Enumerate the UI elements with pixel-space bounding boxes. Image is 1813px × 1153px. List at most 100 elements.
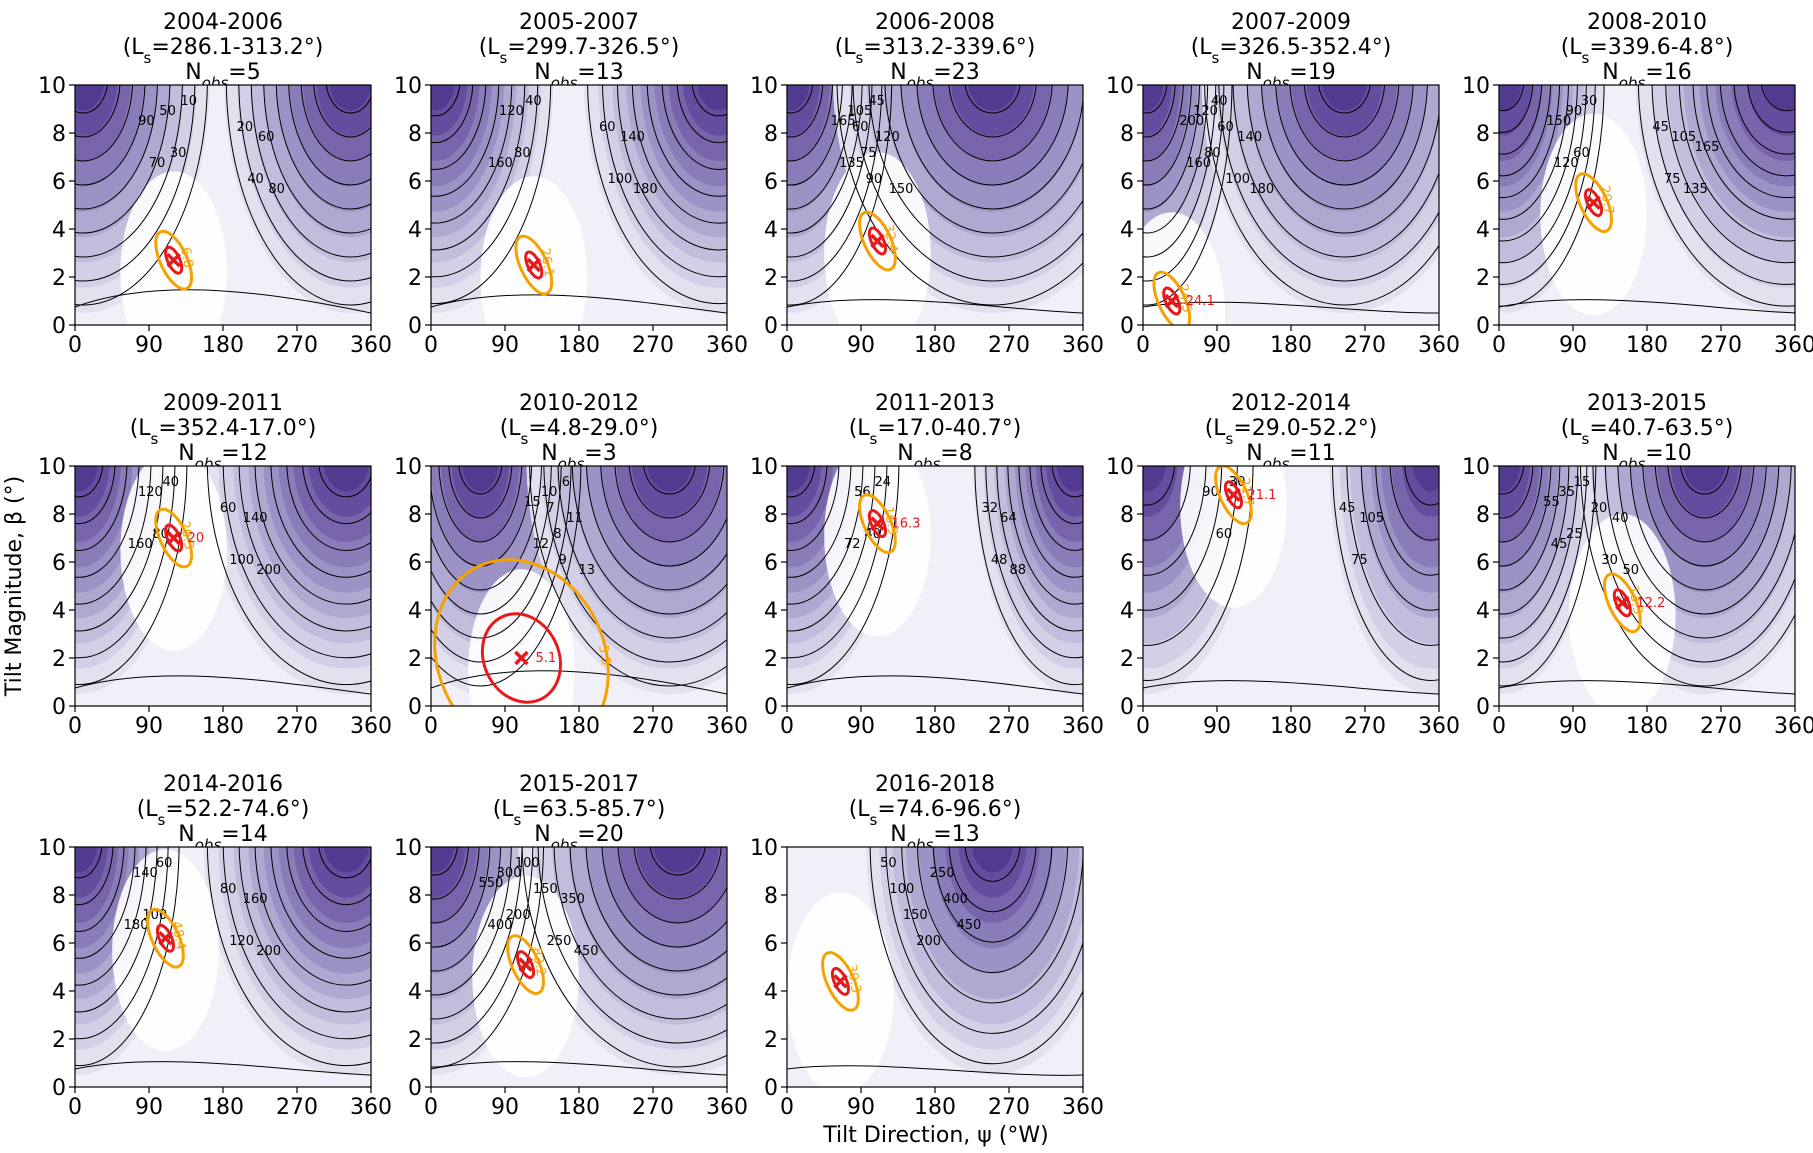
x-tick-label: 0 (68, 333, 82, 358)
x-tick-label: 270 (1700, 714, 1742, 739)
filled-level (697, 85, 727, 111)
contour-line (585, 847, 727, 972)
contour-label: 80 (1204, 146, 1221, 161)
contour-line (431, 847, 491, 948)
contour-label: 6 (562, 475, 570, 490)
contour-line (1143, 466, 1223, 611)
y-axis-label: Tilt Magnitude, β (°) (2, 476, 27, 697)
y-tick-label: 6 (52, 551, 66, 576)
panel-2015-2017: 2015-2017(Ls=63.5-85.7°)Nobs=20100150200… (394, 772, 748, 1120)
panel-ls-range: (Ls=286.1-313.2°) (123, 35, 324, 67)
contour-label: 45 (1551, 537, 1568, 552)
contour-line (75, 466, 188, 686)
contour-label: 11 (566, 511, 583, 526)
contour-label: 450 (574, 944, 599, 959)
contour-label: 10 (541, 485, 558, 500)
contour-label: 80 (514, 146, 531, 161)
contour-label: 64 (1000, 511, 1017, 526)
contour-line (787, 466, 840, 551)
contour-line (529, 466, 727, 687)
panel-title: 2006-2008 (875, 10, 995, 35)
contour-line (1499, 85, 1561, 199)
y-tick-label: 10 (38, 455, 66, 480)
contour-label: 100 (229, 553, 254, 568)
contour-line (75, 85, 133, 162)
contour-line (1706, 85, 1795, 199)
contour-label: 350 (560, 892, 585, 907)
contour-line (602, 85, 727, 278)
filled-level (971, 847, 1014, 873)
contour-label: 10 (180, 94, 197, 109)
x-tick-label: 270 (1344, 333, 1386, 358)
contour-label: 90 (1566, 104, 1583, 119)
best-fit-marker (514, 650, 529, 666)
contour-line (1499, 680, 1795, 695)
x-tick-label: 90 (1559, 333, 1587, 358)
y-tick-label: 4 (764, 218, 778, 243)
inner-confidence-contour (867, 509, 887, 539)
contour-label: 70 (149, 156, 166, 171)
contour-line (1246, 85, 1439, 234)
contour-line (75, 85, 183, 258)
y-tick-label: 4 (1120, 599, 1134, 624)
inner-confidence-contour (164, 523, 184, 553)
panel-2008-2010: 2008-2010(Ls=339.6-4.8°)Nobs=16304560759… (1462, 10, 1813, 358)
outer-confidence-contour (506, 934, 545, 995)
y-tick-label: 0 (764, 314, 778, 339)
contour-line (1719, 85, 1795, 177)
contour-line (1007, 466, 1083, 605)
contour-label: 140 (1237, 130, 1262, 145)
x-tick-label: 360 (1062, 1095, 1104, 1120)
contour-line (901, 847, 1083, 1004)
outer-confidence-contour (154, 507, 194, 569)
contour-line (1747, 85, 1795, 133)
contour-label: 200 (256, 944, 281, 959)
y-tick-label: 0 (408, 695, 422, 720)
contour-line (431, 1061, 727, 1076)
contour-line (1404, 466, 1439, 506)
contour-label: 120 (229, 934, 254, 949)
y-tick-label: 4 (408, 980, 422, 1005)
contour-line (916, 85, 1069, 186)
y-tick-label: 10 (1462, 74, 1490, 99)
filled-level (323, 847, 369, 873)
contour-line (275, 85, 371, 210)
y-tick-label: 8 (52, 884, 66, 909)
contour-label: 35 (1558, 485, 1575, 500)
contour-line (263, 85, 371, 234)
outer-contour-label: 5.5 (595, 644, 613, 667)
contour-line (222, 847, 371, 1040)
contour-label: 150 (889, 182, 914, 197)
contour-line (1499, 85, 1534, 133)
contour-line (300, 85, 371, 162)
outer-confidence-contour (146, 907, 185, 969)
contour-line (302, 466, 371, 525)
contour-line (1642, 466, 1767, 567)
x-tick-label: 360 (1774, 714, 1813, 739)
x-tick-label: 90 (491, 714, 519, 739)
inner-confidence-contour (155, 923, 175, 953)
contour-label: 40 (1612, 511, 1629, 526)
contour-line (587, 85, 727, 305)
contour-label: 60 (220, 501, 237, 516)
panel-title: 2008-2010 (1587, 10, 1707, 35)
contour-line (238, 466, 371, 632)
best-fit-marker (158, 930, 173, 946)
y-tick-label: 4 (1476, 599, 1490, 624)
y-tick-label: 2 (52, 266, 66, 291)
contour-line (787, 85, 834, 162)
contour-label: 140 (620, 130, 645, 145)
y-tick-label: 0 (408, 314, 422, 339)
contour-line (1499, 85, 1525, 112)
contour-line (787, 299, 1083, 314)
y-tick-label: 2 (52, 647, 66, 672)
x-tick-label: 90 (1559, 714, 1587, 739)
contour-line (431, 847, 469, 900)
contour-line (1143, 466, 1176, 506)
contour-label: 150 (903, 908, 928, 923)
y-tick-label: 2 (764, 1028, 778, 1053)
y-tick-label: 2 (1120, 266, 1134, 291)
inner-confidence-contour (1612, 588, 1632, 618)
contour-label: 50 (159, 104, 176, 119)
